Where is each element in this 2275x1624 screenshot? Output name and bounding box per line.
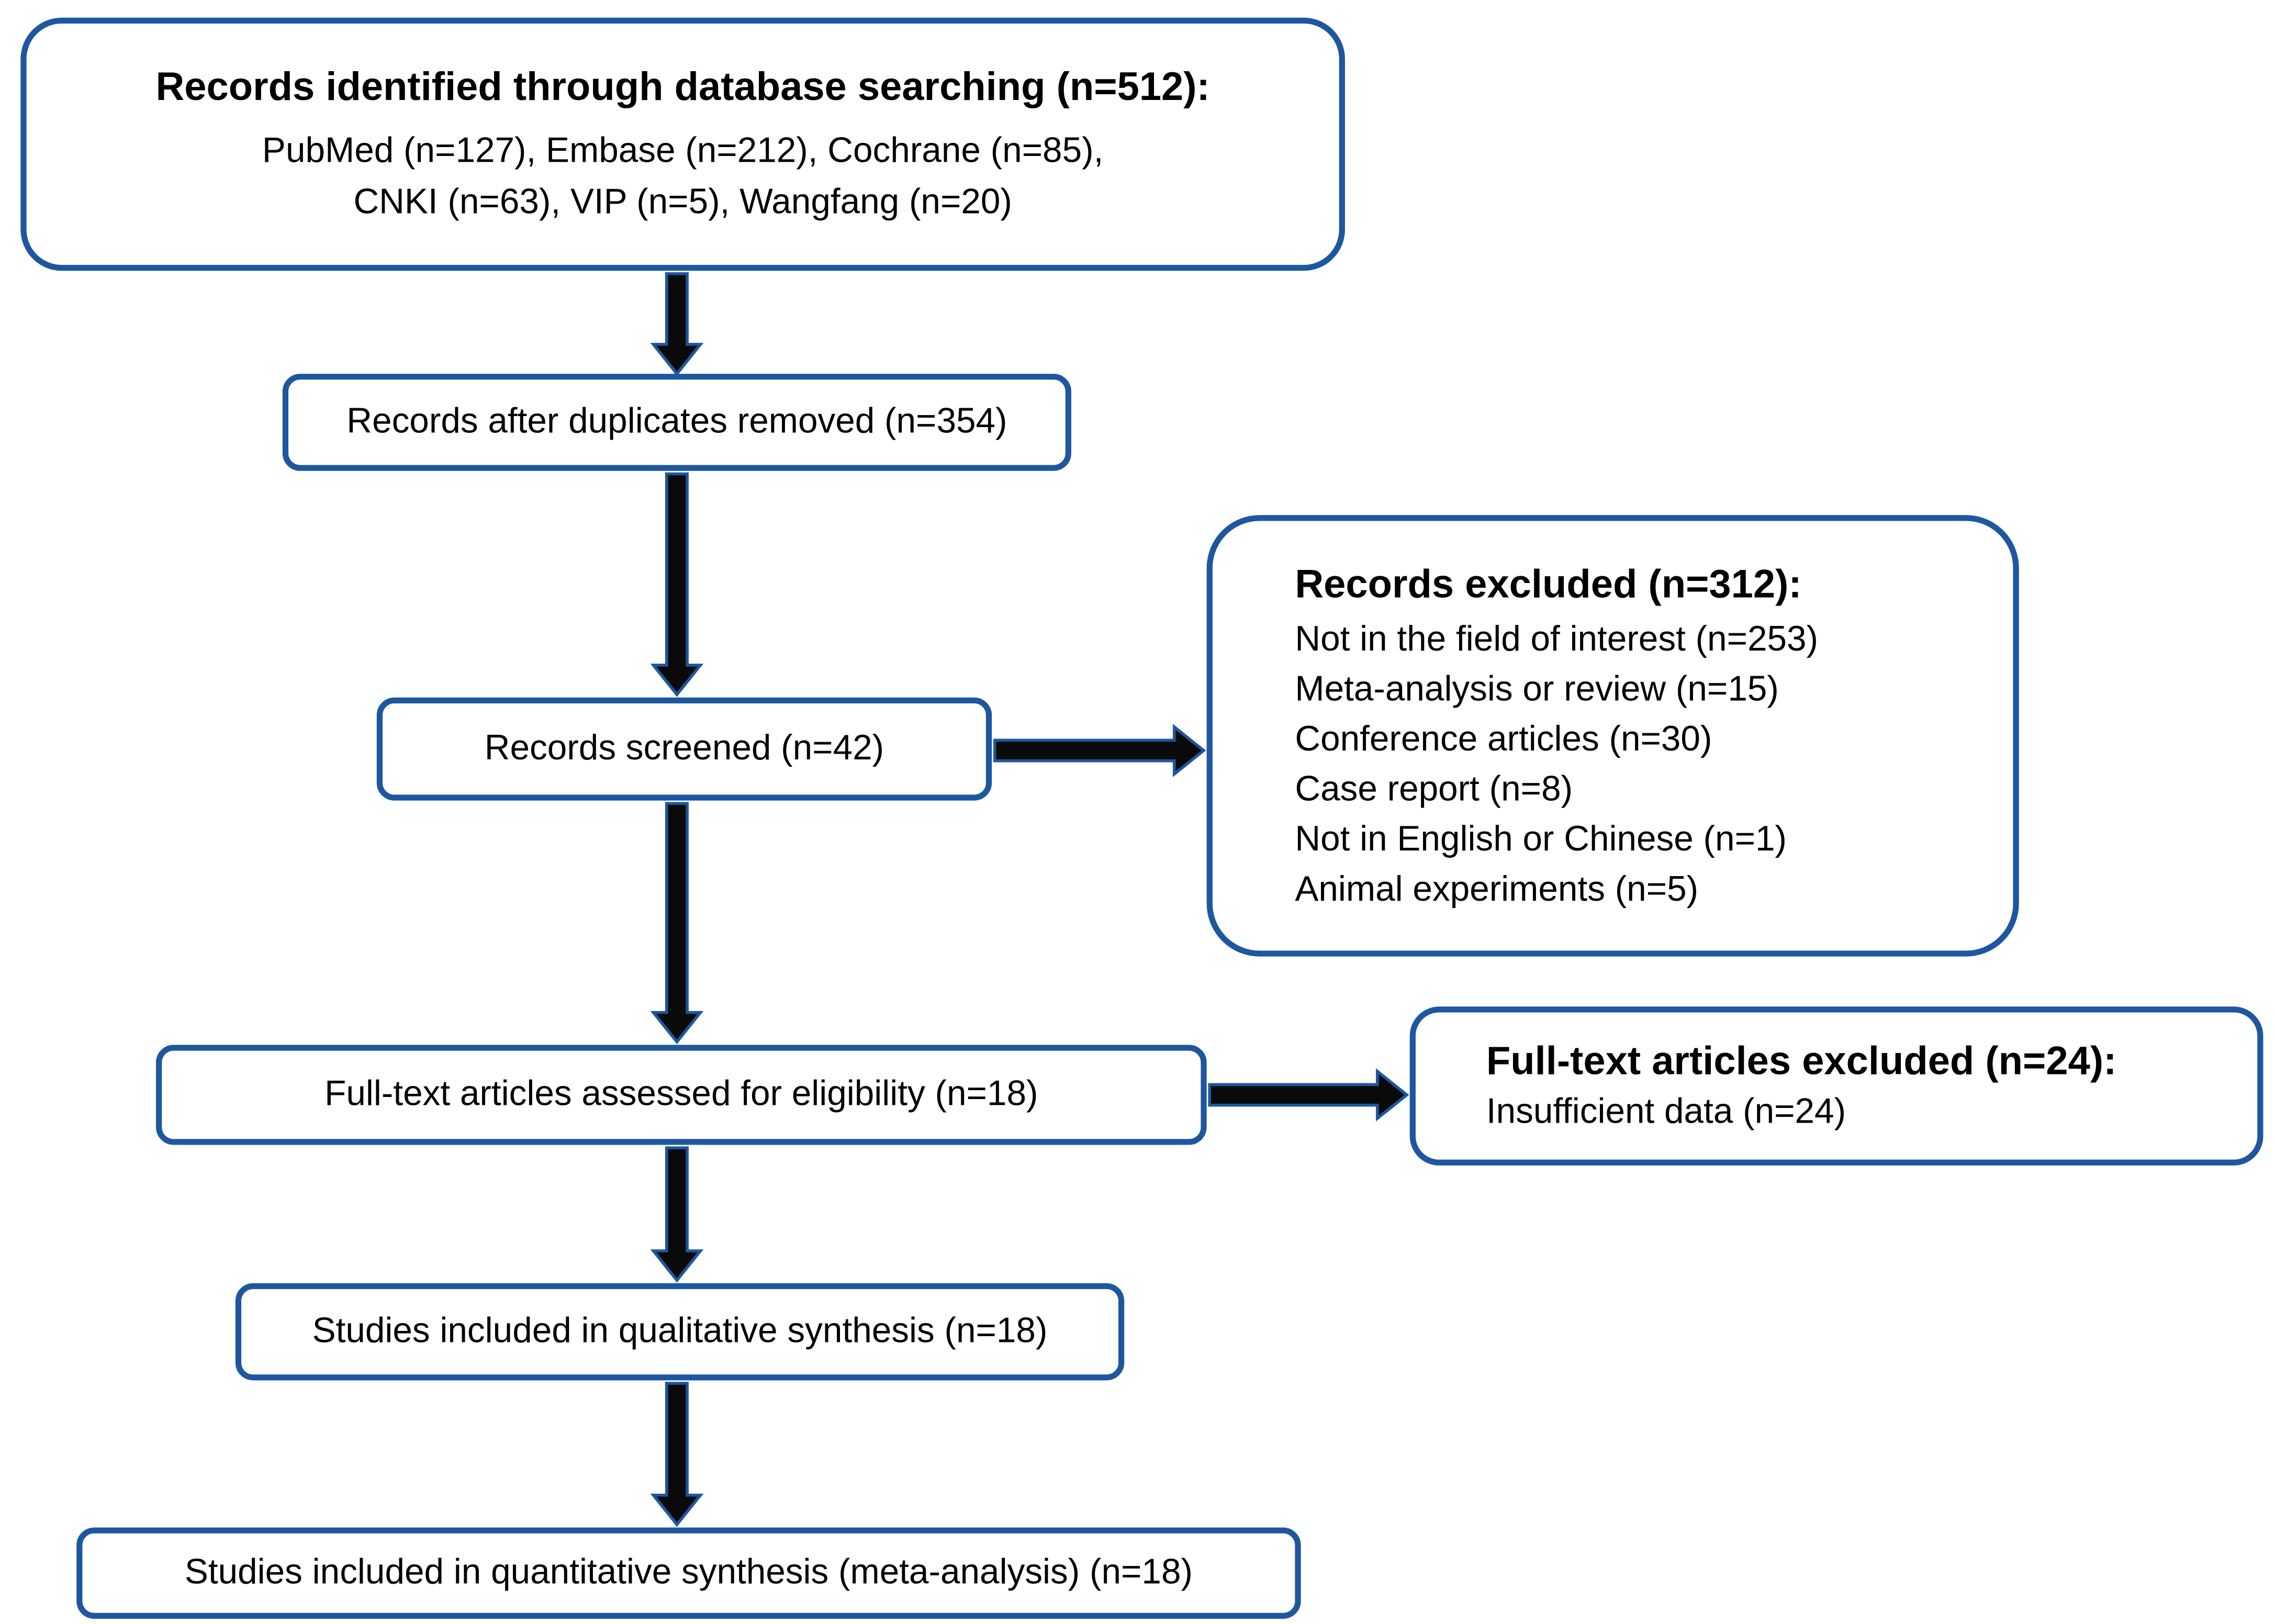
arrow-down-icon xyxy=(650,1382,704,1527)
fulltext-excluded-box: Full-text articles excluded (n=24): Insu… xyxy=(1409,1006,2263,1166)
records-excluded-reason: Not in English or Chinese (n=1) xyxy=(1295,819,1787,859)
quantitative-synthesis-box: Studies included in quantitative synthes… xyxy=(76,1527,1301,1619)
quantitative-synthesis-label: Studies included in quantitative synthes… xyxy=(184,1552,1193,1593)
arrow-down-icon xyxy=(650,272,704,376)
identification-box: Records identified through database sear… xyxy=(20,17,1345,271)
identification-title: Records identified through database sear… xyxy=(155,64,1210,109)
fulltext-excluded-reason: Insufficient data (n=24) xyxy=(1486,1092,1846,1132)
arrow-right-icon xyxy=(1208,1068,1409,1122)
fulltext-excluded-title: Full-text articles excluded (n=24): xyxy=(1486,1039,2117,1083)
fulltext-assessed-box: Full-text articles assessed for eligibil… xyxy=(156,1045,1207,1145)
qualitative-synthesis-box: Studies included in qualitative synthesi… xyxy=(235,1283,1125,1381)
qualitative-synthesis-label: Studies included in qualitative synthesi… xyxy=(312,1311,1048,1351)
arrow-down-icon xyxy=(650,802,704,1045)
records-excluded-reason: Animal experiments (n=5) xyxy=(1295,869,1699,909)
duplicates-removed-box: Records after duplicates removed (n=354) xyxy=(282,374,1071,471)
records-screened-label: Records screened (n=42) xyxy=(484,728,884,768)
arrow-right-icon xyxy=(993,724,1206,777)
records-excluded-reason: Meta-analysis or review (n=15) xyxy=(1295,668,1779,709)
identification-line-2: CNKI (n=63), VIP (n=5), Wangfang (n=20) xyxy=(353,182,1012,222)
identification-line-1: PubMed (n=127), Embase (n=212), Cochrane… xyxy=(262,131,1104,171)
records-excluded-reason: Conference articles (n=30) xyxy=(1295,719,1712,759)
arrow-down-icon xyxy=(650,1146,704,1283)
records-excluded-title: Records excluded (n=312): xyxy=(1295,561,1802,606)
fulltext-assessed-label: Full-text articles assessed for eligibil… xyxy=(324,1074,1038,1114)
records-excluded-box: Records excluded (n=312): Not in the fie… xyxy=(1206,515,2019,957)
records-screened-box: Records screened (n=42) xyxy=(376,697,992,801)
records-excluded-reason: Case report (n=8) xyxy=(1295,769,1573,809)
records-excluded-reason: Not in the field of interest (n=253) xyxy=(1295,619,1819,659)
arrow-down-icon xyxy=(650,472,704,697)
duplicates-removed-label: Records after duplicates removed (n=354) xyxy=(346,401,1007,442)
